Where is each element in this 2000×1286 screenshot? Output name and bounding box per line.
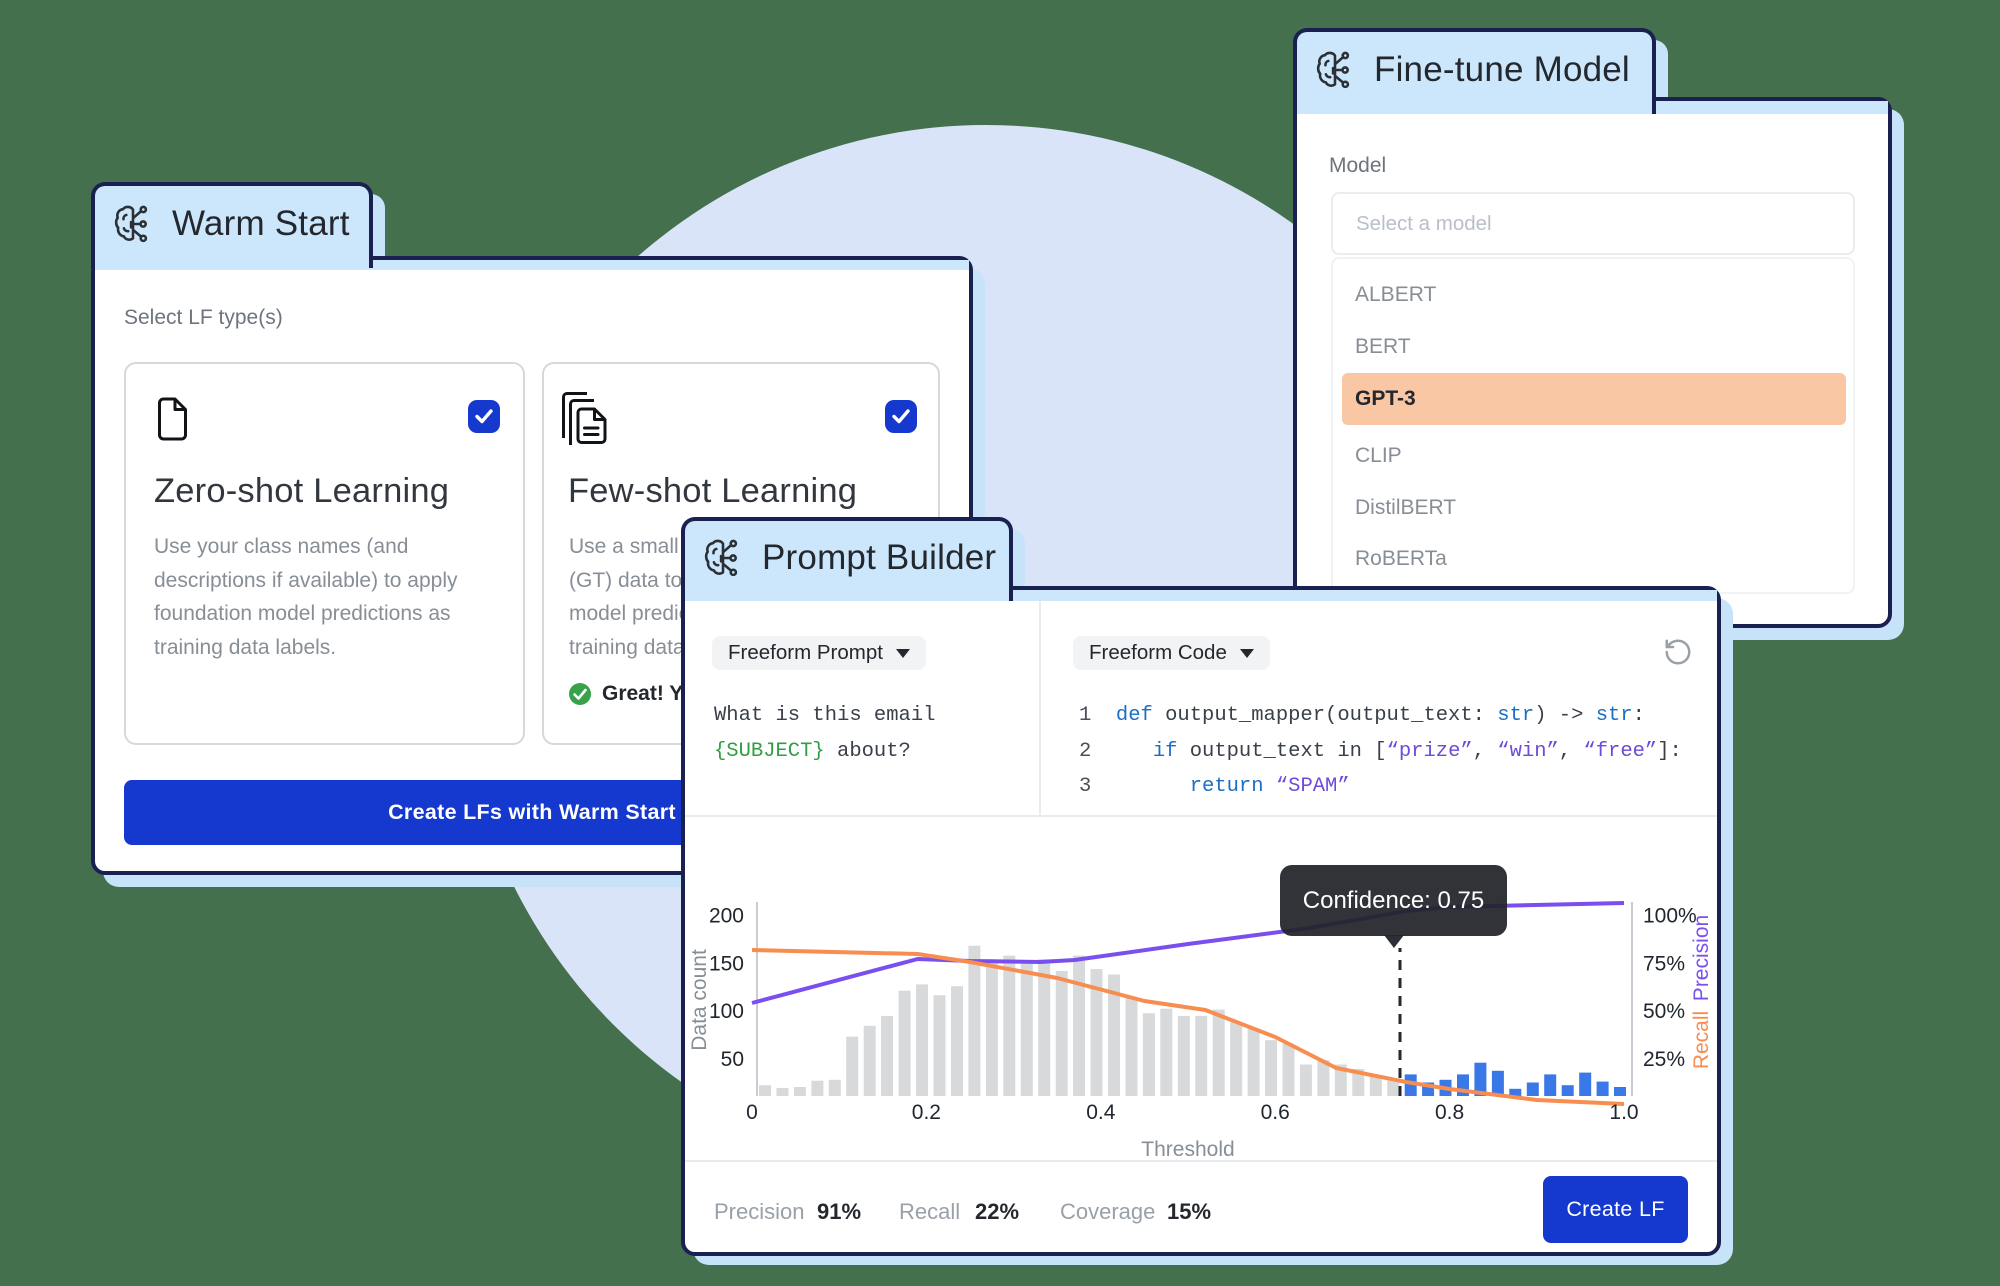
svg-text:25%: 25% — [1643, 1048, 1685, 1071]
svg-text:0.8: 0.8 — [1435, 1101, 1464, 1124]
svg-text:0.4: 0.4 — [1086, 1101, 1116, 1124]
svg-text:Data count: Data count — [688, 949, 711, 1051]
svg-text:Recall: Recall — [1690, 1011, 1713, 1069]
svg-text:50: 50 — [721, 1048, 744, 1071]
svg-text:Threshold: Threshold — [1141, 1138, 1234, 1160]
svg-text:0: 0 — [746, 1101, 758, 1124]
svg-text:75%: 75% — [1643, 952, 1685, 975]
svg-text:150: 150 — [709, 952, 744, 975]
svg-text:0.6: 0.6 — [1261, 1101, 1290, 1124]
svg-text:200: 200 — [709, 905, 744, 928]
svg-text:0.2: 0.2 — [912, 1101, 941, 1124]
svg-text:100: 100 — [709, 1000, 744, 1023]
svg-text:100%: 100% — [1643, 905, 1697, 928]
svg-text:50%: 50% — [1643, 1000, 1685, 1023]
svg-text:1.0: 1.0 — [1609, 1101, 1638, 1124]
svg-text:Precision: Precision — [1690, 915, 1713, 1001]
